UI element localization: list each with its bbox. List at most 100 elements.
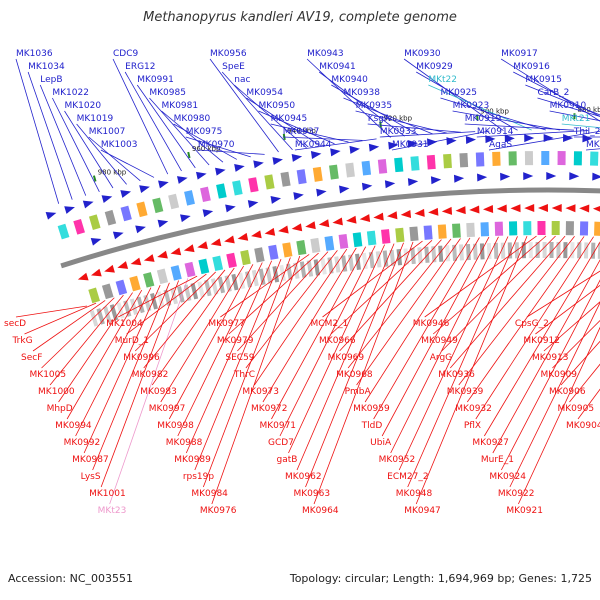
gene-label: MK0947 [404, 506, 441, 516]
category-block [352, 232, 363, 248]
gene-label: MK0940 [331, 75, 368, 85]
forward-gene [270, 195, 282, 204]
label-connector [194, 258, 282, 471]
gene-label: MK0991 [137, 75, 174, 85]
gene-label: LysS [81, 472, 101, 482]
label-connector [100, 149, 155, 178]
label-connector [331, 84, 419, 136]
gc-bar [597, 242, 600, 259]
label-connector [367, 123, 462, 133]
gene-label: MK0919 [465, 114, 502, 124]
gene-label: MK0925 [440, 88, 477, 98]
category-block [492, 151, 501, 166]
gene-label: MhpD [47, 404, 73, 414]
gene-label: MK1007 [89, 127, 126, 137]
label-connector [416, 71, 518, 131]
category-block [240, 249, 251, 266]
forward-gene [90, 237, 102, 246]
label-connector [535, 284, 600, 335]
category-block [264, 174, 275, 190]
gene-label: MK0956 [210, 49, 247, 59]
label-connector [160, 265, 244, 403]
gene-label: MK0985 [149, 88, 186, 98]
category-block [409, 226, 419, 242]
gene-label: gatB [276, 455, 297, 465]
backbone-arc [60, 187, 600, 269]
category-block [216, 183, 227, 199]
gene-label: MK0924 [489, 472, 526, 482]
label-connector [197, 149, 265, 155]
reverse-gene [455, 206, 466, 215]
label-connector [24, 302, 97, 335]
label-connector [441, 235, 556, 352]
forward-gene [546, 171, 557, 180]
gene-label: MK0962 [285, 472, 322, 482]
gene-label: KsgA [368, 114, 391, 124]
gene-label: MK0945 [271, 114, 308, 124]
reverse-gene [264, 227, 276, 236]
category-block [437, 224, 447, 239]
label-connector [513, 71, 600, 117]
gene-label: PflX [464, 421, 481, 431]
gene-label: SecF [21, 353, 42, 363]
category-block [129, 275, 141, 292]
label-connector [220, 254, 310, 318]
gene-label: MK0915 [525, 75, 562, 85]
gene-label: MurE_1 [481, 455, 514, 465]
forward-gene [177, 176, 188, 184]
category-block [524, 151, 534, 166]
category-block [152, 197, 164, 214]
gc-bar [89, 310, 99, 327]
category-block [198, 258, 210, 275]
category-block [377, 159, 388, 174]
label-connector [343, 97, 434, 135]
scale-tick [476, 114, 479, 121]
label-connector [124, 71, 182, 172]
label-connector [518, 326, 600, 505]
forward-gene [101, 195, 113, 204]
reverse-gene [441, 206, 453, 215]
category-block [268, 244, 279, 260]
gene-label: MK0906 [549, 387, 586, 397]
gene-label: MK0988 [166, 438, 203, 448]
gene-label: MK0963 [294, 489, 331, 499]
gene-label: ECM27_2 [387, 472, 428, 482]
category-block [143, 272, 155, 288]
category-block [452, 223, 461, 238]
gene-label: MK0959 [353, 404, 390, 414]
forward-gene [465, 136, 477, 145]
label-connector [32, 300, 106, 352]
label-connector [15, 305, 88, 318]
forward-gene [225, 204, 236, 213]
label-connector [76, 123, 127, 185]
label-connector [525, 84, 600, 116]
label-connector [464, 123, 575, 131]
category-block [573, 151, 583, 166]
gene-label: MK0994 [55, 421, 92, 431]
label-connector [262, 247, 357, 403]
gc-bar [251, 269, 259, 287]
gene-label: MK0966 [319, 336, 356, 346]
gene-label: PmbA [345, 387, 372, 397]
gene-label: GCD7 [268, 438, 294, 448]
forward-gene [215, 167, 226, 176]
reverse-gene [428, 207, 439, 216]
label-connector [432, 235, 547, 335]
scale-tick-label: 920 kbp [384, 114, 413, 122]
label-connector [322, 240, 423, 318]
label-connector [347, 238, 452, 369]
gene-label: MK1004 [106, 319, 143, 329]
category-block [101, 283, 114, 300]
label-connector [296, 243, 395, 471]
gc-bar [466, 243, 471, 261]
label-connector [483, 241, 600, 437]
label-connector [228, 252, 319, 335]
gene-label: MK0923 [453, 101, 490, 111]
gene-tracks [45, 133, 600, 304]
label-connector [492, 259, 600, 454]
gene-label: secD [4, 319, 26, 329]
category-block [184, 261, 196, 278]
gc-bar [136, 296, 145, 314]
reverse-gene [551, 204, 562, 213]
gc-bar [556, 242, 561, 259]
